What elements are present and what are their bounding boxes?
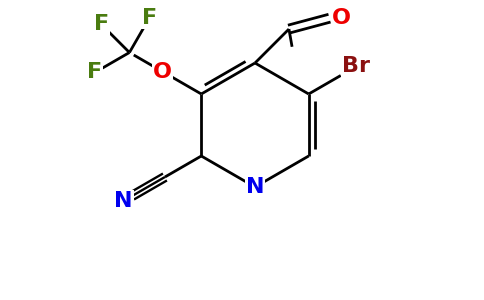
Text: F: F [93, 14, 109, 34]
Text: F: F [142, 8, 157, 28]
Text: N: N [114, 191, 133, 211]
Text: N: N [246, 177, 264, 197]
Text: F: F [87, 62, 102, 82]
Text: O: O [153, 61, 172, 82]
Text: O: O [332, 8, 351, 28]
Text: Br: Br [342, 56, 370, 76]
